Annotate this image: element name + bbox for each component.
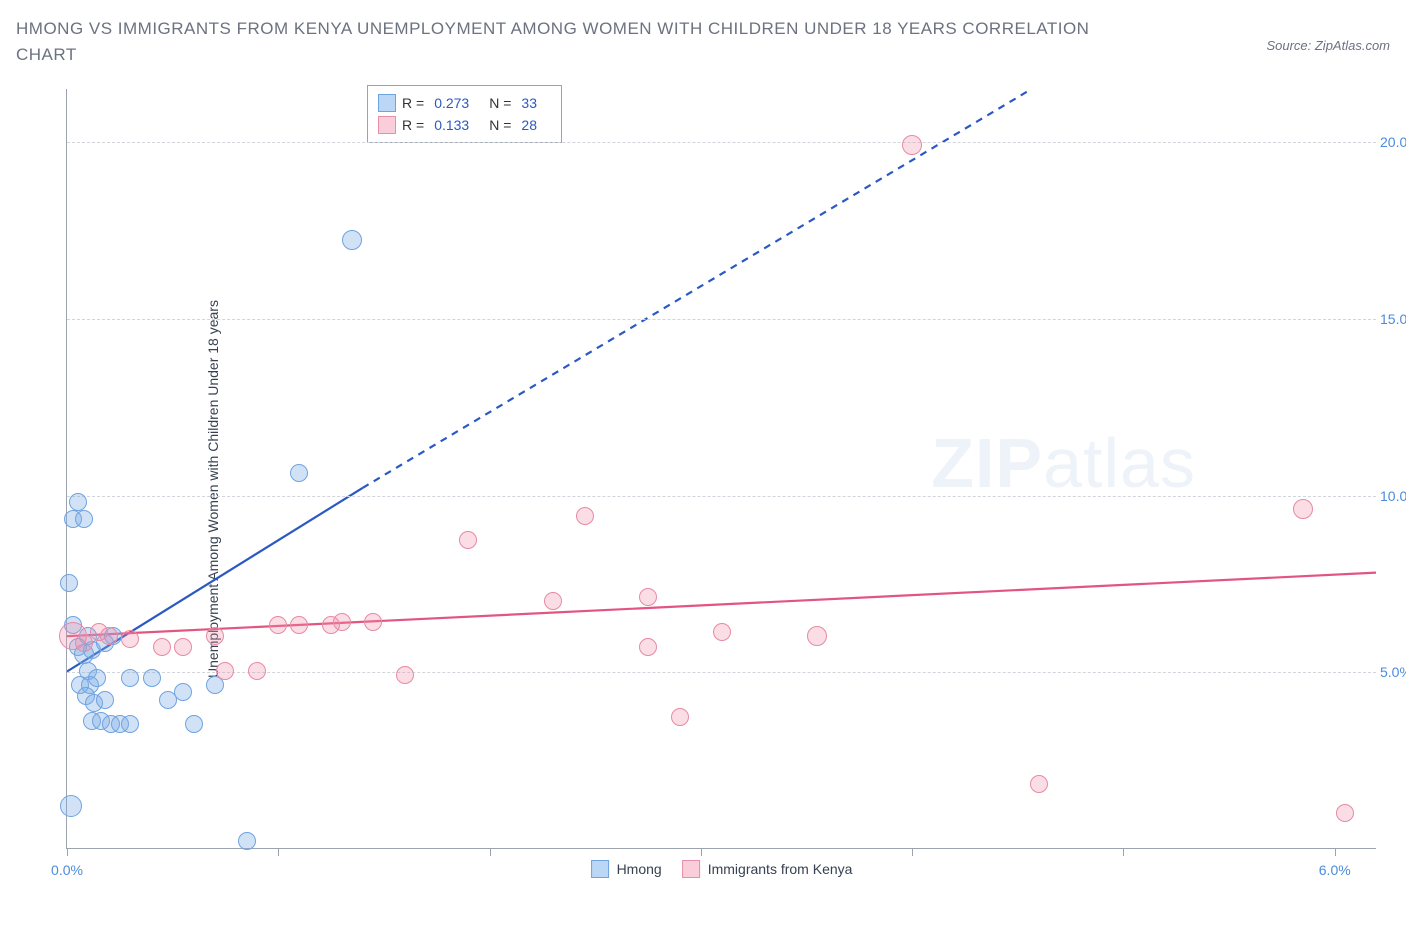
swatch-hmong <box>591 860 609 878</box>
n-value-2: 28 <box>521 117 537 133</box>
data-point <box>671 708 689 726</box>
data-point <box>121 630 139 648</box>
data-point <box>1030 775 1048 793</box>
data-point <box>121 715 139 733</box>
ytick-label: 20.0% <box>1380 134 1406 150</box>
gridline <box>67 319 1376 320</box>
data-point <box>639 638 657 656</box>
data-point <box>902 135 922 155</box>
data-point <box>639 588 657 606</box>
stats-row-1: R = 0.273 N = 33 <box>378 92 551 114</box>
data-point <box>75 510 93 528</box>
xtick <box>1335 848 1336 856</box>
data-point <box>206 627 224 645</box>
data-point <box>1336 804 1354 822</box>
data-point <box>174 638 192 656</box>
xtick-label: 6.0% <box>1319 862 1351 878</box>
data-point <box>88 669 106 687</box>
xtick-label: 0.0% <box>51 862 83 878</box>
chart-container: HMONG VS IMMIGRANTS FROM KENYA UNEMPLOYM… <box>16 16 1390 899</box>
data-point <box>121 669 139 687</box>
data-point <box>333 613 351 631</box>
xtick <box>701 848 702 856</box>
data-point <box>153 638 171 656</box>
trend-lines <box>67 89 1376 848</box>
stats-legend: R = 0.273 N = 33 R = 0.133 N = 28 <box>367 85 562 143</box>
ytick-label: 10.0% <box>1380 488 1406 504</box>
legend-item-hmong: Hmong <box>591 860 662 878</box>
data-point <box>60 574 78 592</box>
ytick-label: 5.0% <box>1380 664 1406 680</box>
data-point <box>248 662 266 680</box>
swatch-hmong <box>378 94 396 112</box>
xtick <box>490 848 491 856</box>
data-point <box>459 531 477 549</box>
chart-title: HMONG VS IMMIGRANTS FROM KENYA UNEMPLOYM… <box>16 16 1116 67</box>
gridline <box>67 142 1376 143</box>
series-legend: Hmong Immigrants from Kenya <box>591 860 853 878</box>
r-label: R = <box>402 117 424 133</box>
swatch-kenya <box>682 860 700 878</box>
data-point <box>69 493 87 511</box>
data-point <box>396 666 414 684</box>
data-point <box>1293 499 1313 519</box>
xtick <box>278 848 279 856</box>
n-value-1: 33 <box>521 95 537 111</box>
legend-label-hmong: Hmong <box>617 861 662 877</box>
data-point <box>143 669 161 687</box>
data-point <box>60 795 82 817</box>
n-label: N = <box>489 117 511 133</box>
data-point <box>544 592 562 610</box>
watermark: ZIPatlas <box>931 423 1196 503</box>
data-point <box>269 616 287 634</box>
data-point <box>364 613 382 631</box>
r-value-2: 0.133 <box>434 117 469 133</box>
swatch-kenya <box>378 116 396 134</box>
data-point <box>216 662 234 680</box>
xtick <box>67 848 68 856</box>
header: HMONG VS IMMIGRANTS FROM KENYA UNEMPLOYM… <box>16 16 1390 67</box>
data-point <box>90 623 108 641</box>
chart-source: Source: ZipAtlas.com <box>1266 38 1390 53</box>
xtick <box>1123 848 1124 856</box>
legend-item-kenya: Immigrants from Kenya <box>682 860 853 878</box>
data-point <box>96 691 114 709</box>
n-label: N = <box>489 95 511 111</box>
xtick <box>912 848 913 856</box>
stats-row-2: R = 0.133 N = 28 <box>378 114 551 136</box>
data-point <box>238 832 256 850</box>
data-point <box>174 683 192 701</box>
data-point <box>807 626 827 646</box>
legend-label-kenya: Immigrants from Kenya <box>708 861 853 877</box>
chart-area: Unemployment Among Women with Children U… <box>16 79 1390 899</box>
data-point <box>290 616 308 634</box>
ytick-label: 15.0% <box>1380 311 1406 327</box>
r-label: R = <box>402 95 424 111</box>
gridline <box>67 496 1376 497</box>
data-point <box>576 507 594 525</box>
data-point <box>185 715 203 733</box>
data-point <box>713 623 731 641</box>
data-point <box>342 230 362 250</box>
plot-area: ZIPatlas R = 0.273 N = 33 R = 0.133 N = … <box>66 89 1376 849</box>
data-point <box>290 464 308 482</box>
r-value-1: 0.273 <box>434 95 469 111</box>
